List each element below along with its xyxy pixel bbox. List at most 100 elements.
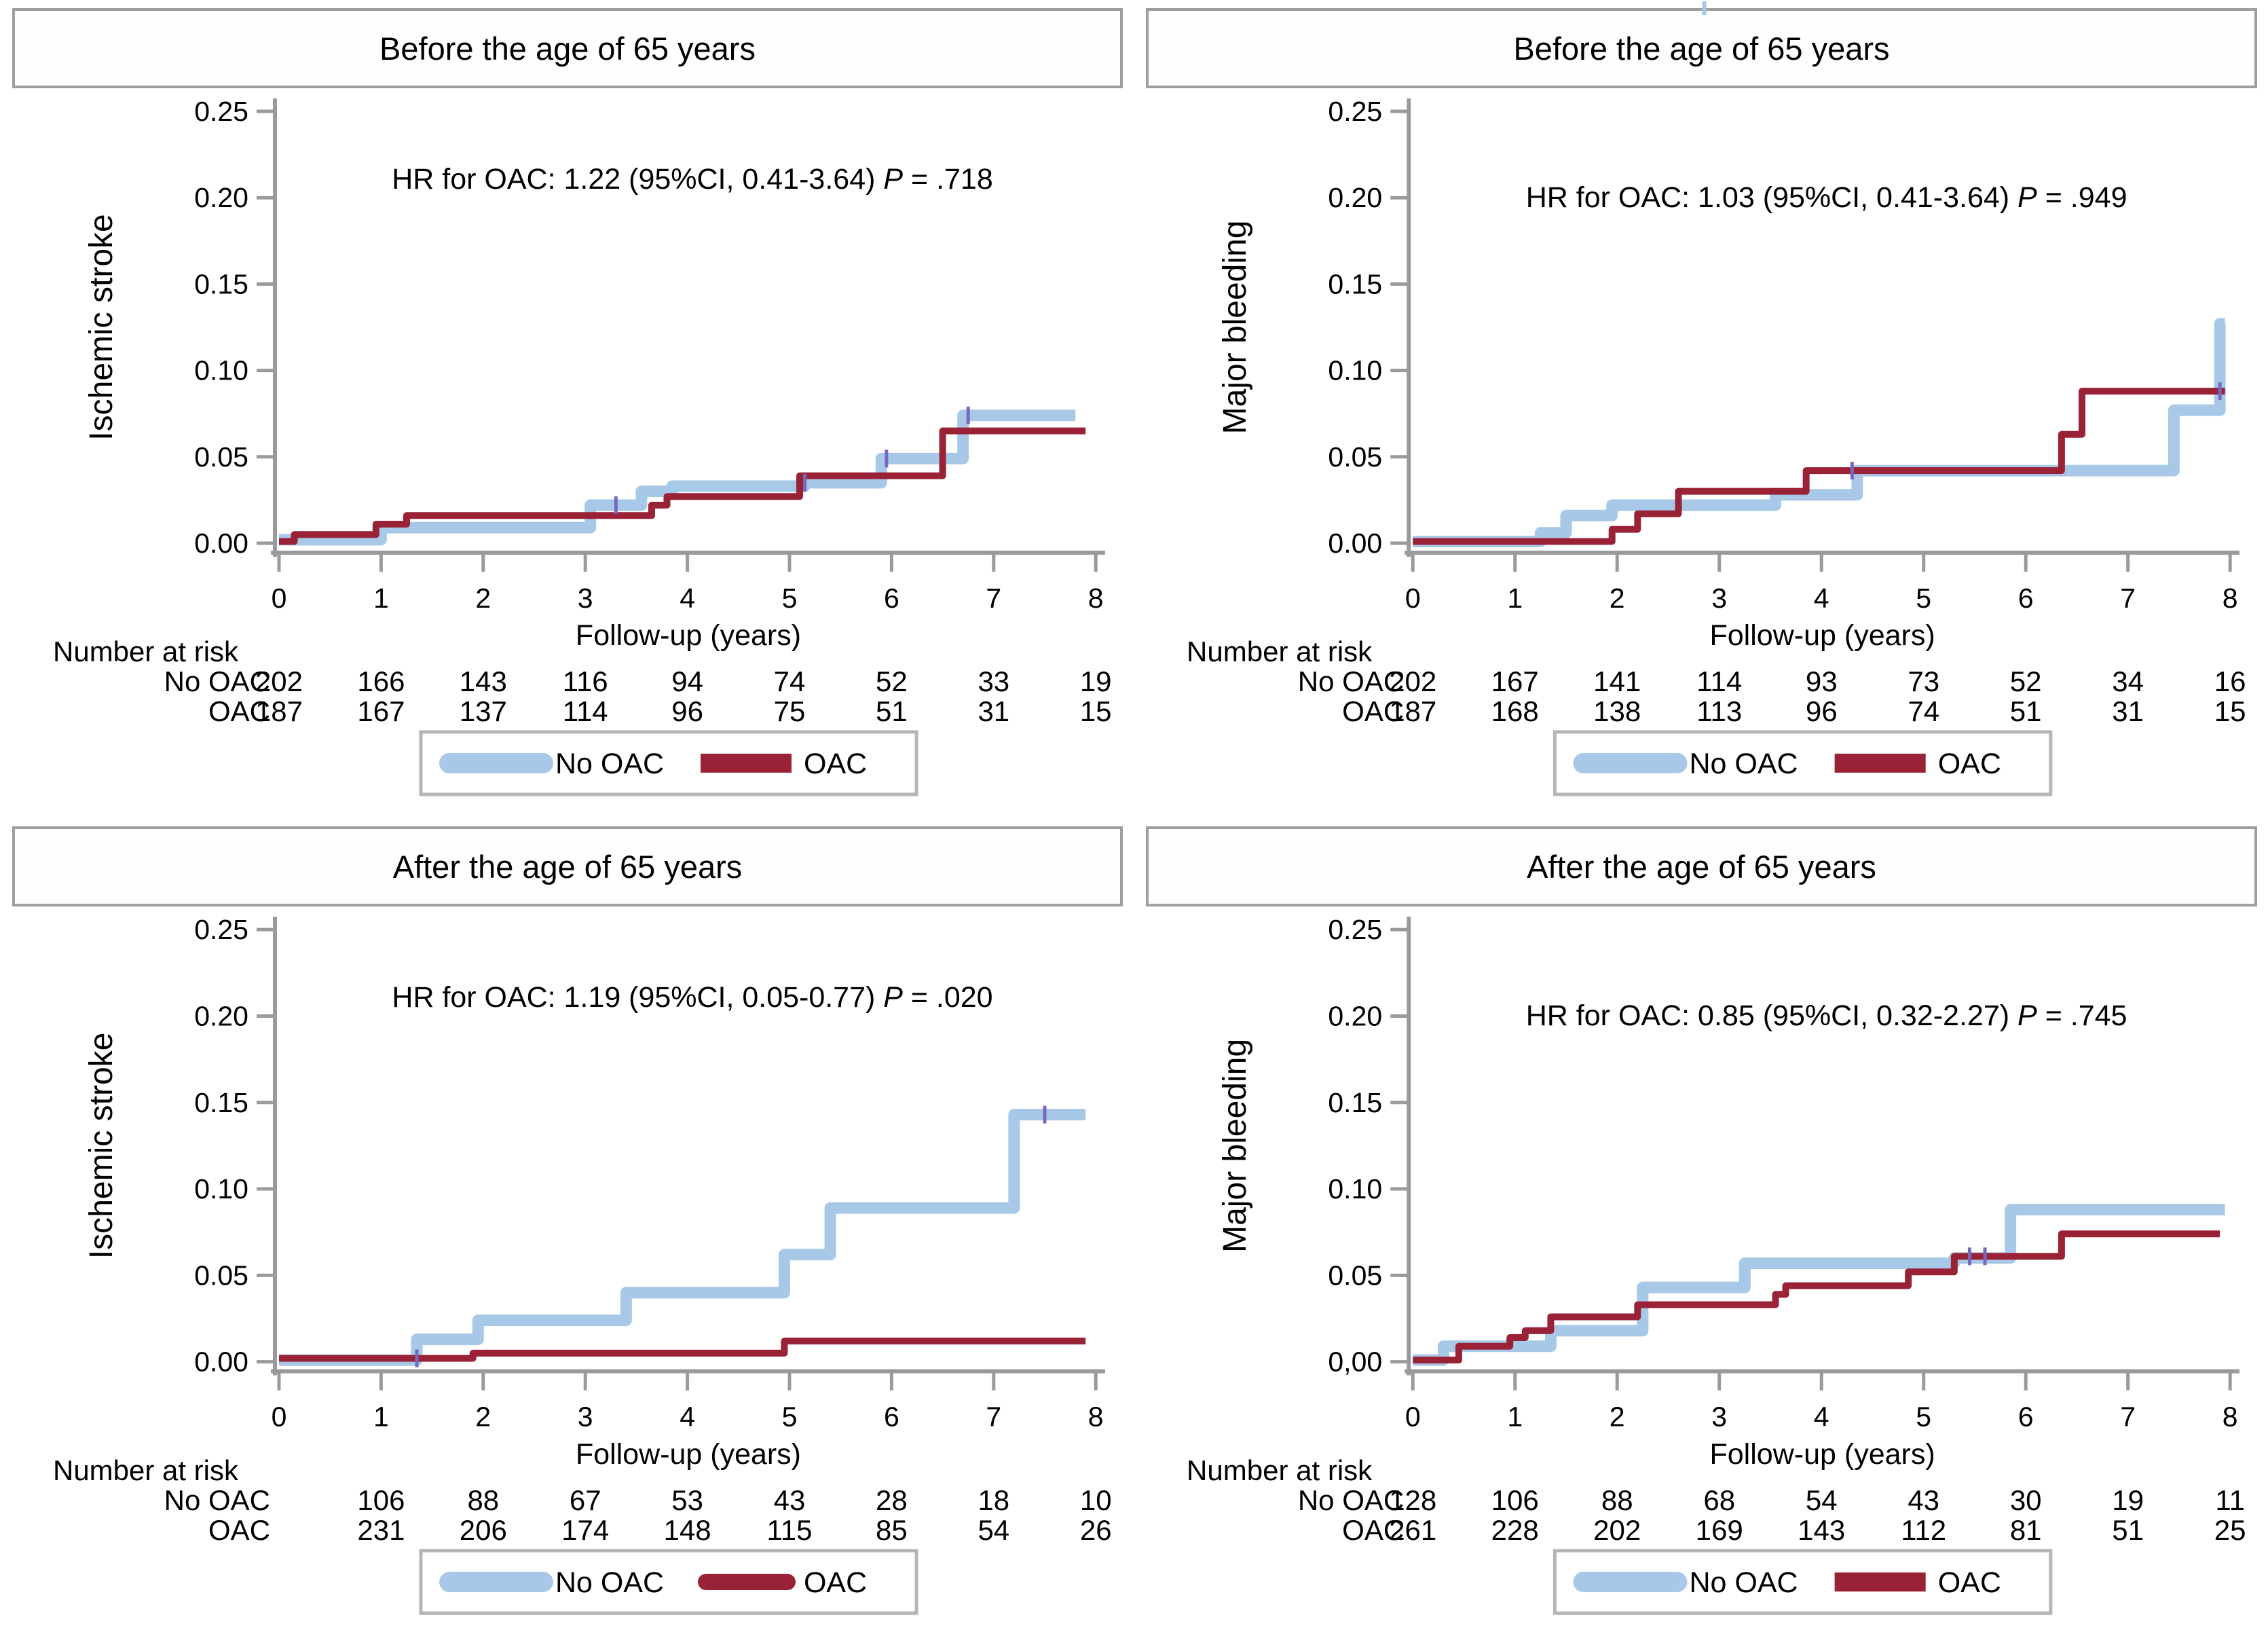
risk-value: 54 (1806, 1484, 1838, 1516)
risk-value: 30 (2010, 1484, 2042, 1516)
risk-value: 85 (876, 1514, 908, 1546)
curve-no-oac (279, 1109, 1086, 1366)
x-tick-label: 3 (578, 1401, 593, 1433)
risk-value: 167 (1491, 665, 1539, 697)
y-tick-label: 0.00 (1328, 528, 1382, 559)
x-tick-label: 2 (1610, 1401, 1625, 1433)
y-axis-label: Ischemic stroke (83, 214, 119, 440)
legend: No OAC OAC (419, 730, 918, 796)
legend-swatch-oac (1834, 1572, 1926, 1592)
step-curves (1413, 1, 2226, 547)
x-tick-label: 3 (1711, 1401, 1727, 1433)
y-tick-label: 0.25 (1328, 914, 1382, 945)
risk-value: 115 (767, 1514, 813, 1546)
y-tick-label: 0.05 (194, 1259, 248, 1291)
risk-value: 68 (1703, 1484, 1735, 1516)
risk-row-label-oac: OAC (1342, 695, 1404, 727)
panel-before65-major-bleeding: Before the age of 65 years Major bleedin… (1146, 1, 2257, 796)
risk-value: 228 (1491, 1514, 1539, 1546)
risk-value: 19 (2112, 1484, 2144, 1516)
risk-value: 88 (1601, 1484, 1633, 1516)
y-tick-label: 0.05 (1328, 1259, 1382, 1291)
legend-label-no-oac: No OAC (555, 748, 664, 780)
risk-value: 96 (671, 695, 703, 727)
risk-table-values: 202 167 141 114 93 73 52 34 16 187 168 138 113 96 74 51… (1389, 665, 2246, 727)
risk-value: 148 (664, 1514, 711, 1546)
legend: No OAC OAC (419, 1549, 918, 1615)
x-tick-label: 3 (1711, 583, 1727, 614)
y-tick-label: 0.10 (1328, 355, 1382, 386)
risk-row-label-no-oac: No OAC (1298, 665, 1404, 697)
curve-oac (1413, 1230, 2220, 1364)
hr-annotation: HR for OAC: 1.03 (95%CI, 0.41-3.64) P = … (1526, 181, 2127, 214)
risk-row-label-oac: OAC (208, 1514, 270, 1546)
risk-value: 93 (1806, 665, 1838, 697)
x-tick-label: 0 (272, 583, 287, 614)
y-tick-label: 0.20 (1328, 1000, 1382, 1031)
risk-value: 43 (774, 1484, 806, 1516)
risk-value: 116 (563, 665, 608, 697)
risk-value: 174 (561, 1514, 609, 1546)
x-tick-label: 0 (1405, 583, 1421, 614)
risk-value: 11 (2215, 1484, 2245, 1516)
risk-value: 28 (876, 1484, 908, 1516)
risk-value: 75 (774, 695, 806, 727)
risk-value: 166 (357, 665, 405, 697)
y-tick-label: 0.20 (194, 182, 248, 213)
x-tick-label: 1 (373, 1401, 389, 1433)
x-tick-label: 3 (578, 583, 593, 614)
x-tick-label: 2 (475, 583, 491, 614)
curve-no-oac (279, 409, 1076, 546)
risk-header: Number at risk (1187, 636, 1373, 667)
legend-label-oac: OAC (804, 748, 867, 780)
risk-value: 88 (467, 1484, 499, 1516)
legend: No OAC OAC (1553, 730, 2053, 796)
axis-ticks: 0.00 0.05 0.10 0.15 0.20 0.25 0 1 2 3 4 5 6 7 8 (194, 914, 1103, 1433)
risk-value: 15 (1080, 695, 1112, 727)
step-curves (279, 406, 1086, 546)
panel-title-box (1146, 8, 2257, 88)
risk-value: 43 (1908, 1484, 1939, 1516)
x-tick-label: 0 (272, 1401, 287, 1433)
risk-value: 31 (2112, 695, 2144, 727)
y-tick-label: 0.00 (194, 528, 248, 559)
risk-value: 25 (2214, 1514, 2246, 1546)
risk-value: 231 (357, 1514, 405, 1546)
risk-value: 112 (1901, 1514, 1946, 1546)
axis-ticks: 0.00 0.05 0.10 0.15 0.20 0.25 0 1 2 3 4 5 6 7 8 (1328, 96, 2237, 614)
x-axis-label: Follow-up (years) (576, 619, 801, 652)
risk-value: 169 (1696, 1514, 1743, 1546)
y-axis-label: Major bleeding (1217, 221, 1253, 435)
risk-table-values: 202 166 143 116 94 74 52 33 19 187 167 137 114 96 75 51… (255, 665, 1112, 727)
y-tick-label: 0.10 (1328, 1173, 1382, 1204)
risk-value: 206 (460, 1514, 507, 1546)
x-tick-label: 7 (986, 1401, 1001, 1433)
legend-swatch-oac (701, 754, 792, 773)
risk-table-values: 128 106 88 68 54 43 30 19 11 261 228 202 169 143 112 81… (1389, 1484, 2246, 1546)
panel-after65-major-bleeding: After the age of 65 years Major bleeding… (1146, 826, 2257, 1615)
x-tick-label: 5 (1916, 583, 1931, 614)
y-tick-label: 0.15 (194, 1087, 248, 1118)
x-tick-label: 4 (680, 583, 695, 614)
risk-table-values: 106 88 67 53 43 28 18 10 231 206 174 148 115 85 54 26 (357, 1484, 1111, 1546)
curve-oac (279, 427, 1086, 545)
risk-row-label-no-oac: No OAC (1298, 1484, 1404, 1516)
risk-value: 51 (876, 695, 908, 727)
risk-value: 52 (876, 665, 908, 697)
legend-label-oac: OAC (1938, 1566, 2001, 1599)
y-tick-label: 0.10 (194, 355, 248, 386)
risk-value: 94 (671, 665, 703, 697)
risk-header: Number at risk (53, 1454, 239, 1486)
hr-annotation: HR for OAC: 1.19 (95%CI, 0.05-0.77) P = … (392, 981, 992, 1014)
risk-value: 73 (1908, 665, 1939, 697)
x-tick-label: 4 (1814, 1401, 1829, 1433)
risk-value: 187 (255, 695, 303, 727)
x-tick-label: 7 (2120, 583, 2136, 614)
legend-label-no-oac: No OAC (1689, 748, 1798, 780)
y-tick-label: 0.05 (1328, 441, 1382, 473)
step-curves (279, 1105, 1086, 1367)
panel-title: Before the age of 65 years (379, 31, 756, 67)
y-tick-label: 0.00 (194, 1346, 248, 1378)
x-tick-label: 6 (2018, 583, 2034, 614)
legend: No OAC OAC (1553, 1549, 2053, 1615)
